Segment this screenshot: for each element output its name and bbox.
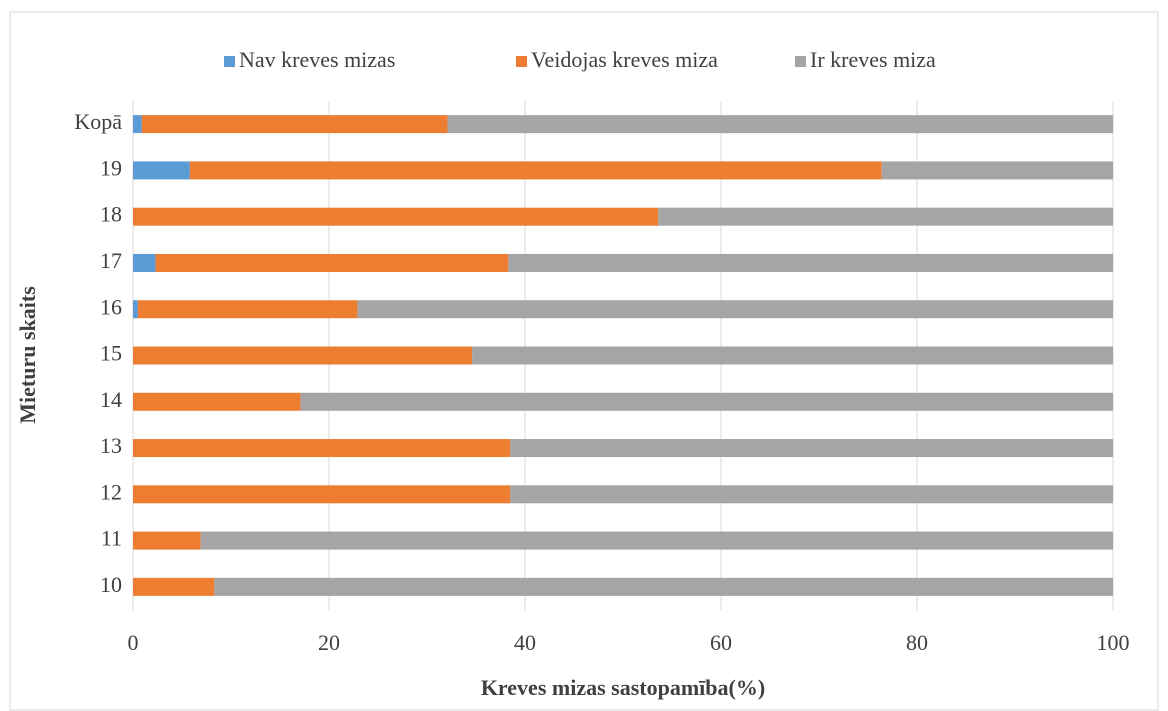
bar-segment xyxy=(508,253,1114,272)
bar-segment xyxy=(133,577,215,596)
bar-segment xyxy=(214,577,1114,596)
bar-segment xyxy=(658,207,1113,226)
bar-segment xyxy=(510,439,1113,458)
bar-segment xyxy=(189,161,882,180)
bar-segment xyxy=(133,115,142,134)
bar-segment xyxy=(133,439,511,458)
y-tick-label: 11 xyxy=(101,526,122,551)
bar-segment xyxy=(133,485,511,504)
bar-segment xyxy=(133,392,301,411)
x-axis-title: Kreves mizas sastopamība(%) xyxy=(481,675,765,700)
bar-segment xyxy=(133,207,659,226)
legend-swatch xyxy=(795,56,806,67)
legend-label: Ir kreves miza xyxy=(810,47,936,72)
bar-segment xyxy=(133,300,138,319)
y-tick-label: 17 xyxy=(100,248,122,273)
x-tick-label: 40 xyxy=(514,630,536,655)
y-tick-label: 13 xyxy=(100,433,122,458)
x-tick-label: 60 xyxy=(710,630,732,655)
bar-segment xyxy=(510,485,1113,504)
bar-segment xyxy=(133,161,190,180)
y-tick-label: 15 xyxy=(100,341,122,366)
x-tick-label: 0 xyxy=(128,630,139,655)
bar-segment xyxy=(472,346,1114,365)
bar-segment xyxy=(357,300,1113,319)
bar-segment xyxy=(133,253,156,272)
y-tick-label: 10 xyxy=(100,572,122,597)
y-tick-label: 19 xyxy=(100,155,122,180)
bar-segment xyxy=(141,115,448,134)
legend-label: Veidojas kreves miza xyxy=(531,47,718,72)
x-tick-label: 100 xyxy=(1097,630,1130,655)
y-axis-title: Mieturu skaits xyxy=(15,286,40,424)
legend-swatch xyxy=(516,56,527,67)
y-tick-label: 16 xyxy=(100,294,122,319)
bar-segment xyxy=(447,115,1114,134)
bar-segment xyxy=(881,161,1113,180)
x-tick-label: 20 xyxy=(318,630,340,655)
bar-segment xyxy=(200,531,1113,550)
y-tick-label: 14 xyxy=(100,387,122,412)
bar-segment xyxy=(133,346,473,365)
y-tick-label: 12 xyxy=(100,479,122,504)
bar-segment xyxy=(155,253,509,272)
bar-segment xyxy=(300,392,1114,411)
x-tick-label: 80 xyxy=(906,630,928,655)
legend-label: Nav kreves mizas xyxy=(239,47,395,72)
bar-segment xyxy=(133,531,201,550)
legend-swatch xyxy=(224,56,235,67)
y-tick-label: Kopā xyxy=(74,109,122,134)
y-tick-label: 18 xyxy=(100,202,122,227)
bar-segment xyxy=(137,300,358,319)
